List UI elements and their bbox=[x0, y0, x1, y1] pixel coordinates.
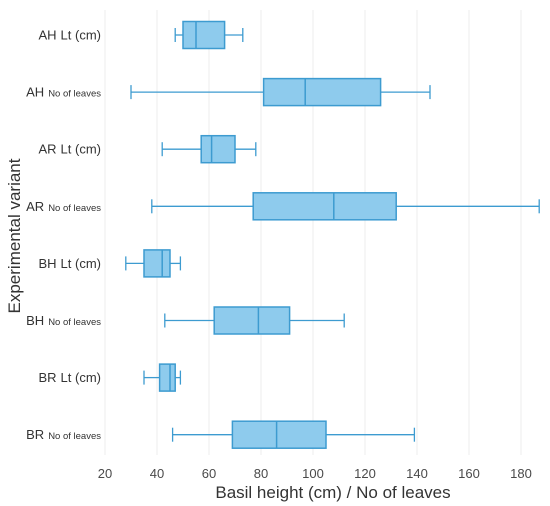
box-item bbox=[171, 420, 416, 449]
category-variant: BR bbox=[38, 370, 56, 385]
box-item bbox=[174, 20, 244, 50]
y-category-label: BR No of leaves bbox=[26, 427, 101, 442]
iqr-box bbox=[252, 192, 397, 221]
category-measure: No of leaves bbox=[48, 203, 101, 214]
box-item bbox=[164, 306, 345, 335]
iqr-box bbox=[231, 420, 327, 449]
iqr-box bbox=[143, 249, 171, 278]
x-tick-label: 140 bbox=[406, 466, 428, 481]
x-tick-label: 40 bbox=[150, 466, 164, 481]
x-tick-label: 180 bbox=[510, 466, 532, 481]
y-category-label: BH No of leaves bbox=[26, 313, 101, 328]
box-item bbox=[161, 134, 257, 164]
iqr-box bbox=[182, 20, 226, 50]
category-measure: No of leaves bbox=[48, 317, 101, 328]
category-variant: AR bbox=[26, 199, 44, 214]
category-measure: No of leaves bbox=[48, 89, 101, 100]
category-variant: AR bbox=[38, 142, 56, 157]
box-item bbox=[125, 249, 182, 278]
box-item bbox=[151, 192, 540, 221]
box-item bbox=[143, 363, 182, 392]
x-tick-label: 100 bbox=[302, 466, 324, 481]
iqr-box bbox=[213, 306, 291, 335]
iqr-box bbox=[262, 77, 382, 107]
category-measure: Lt (cm) bbox=[61, 256, 101, 271]
category-variant: AH bbox=[38, 28, 56, 43]
y-category-label: AR Lt (cm) bbox=[38, 142, 101, 157]
category-variant: BR bbox=[26, 427, 44, 442]
box-item bbox=[130, 77, 431, 107]
x-axis-title: Basil height (cm) / No of leaves bbox=[215, 483, 450, 502]
y-axis-title: Experimental variant bbox=[5, 158, 24, 313]
category-measure: Lt (cm) bbox=[61, 142, 101, 157]
category-measure: Lt (cm) bbox=[61, 28, 101, 43]
category-measure: Lt (cm) bbox=[61, 370, 101, 385]
category-variant: AH bbox=[26, 85, 44, 100]
x-tick-label: 160 bbox=[458, 466, 480, 481]
y-axis-categories: AH Lt (cm) AH No of leaves AR Lt (cm) AR No of … bbox=[26, 28, 101, 443]
iqr-box bbox=[158, 363, 176, 392]
y-category-label: AH Lt (cm) bbox=[38, 28, 101, 43]
category-measure: No of leaves bbox=[48, 431, 101, 442]
x-tick-label: 60 bbox=[202, 466, 216, 481]
x-tick-label: 20 bbox=[98, 466, 112, 481]
iqr-box bbox=[200, 134, 236, 164]
category-variant: BH bbox=[38, 256, 56, 271]
box-series bbox=[125, 20, 540, 449]
y-category-label: BR Lt (cm) bbox=[38, 370, 101, 385]
y-category-label: AH No of leaves bbox=[26, 85, 101, 100]
x-tick-label: 120 bbox=[354, 466, 376, 481]
x-axis-ticks: 20 40 60 80 100 120 140 160 180 bbox=[98, 466, 532, 481]
category-variant: BH bbox=[26, 313, 44, 328]
x-tick-label: 80 bbox=[254, 466, 268, 481]
y-category-label: AR No of leaves bbox=[26, 199, 101, 214]
y-category-label: BH Lt (cm) bbox=[38, 256, 101, 271]
